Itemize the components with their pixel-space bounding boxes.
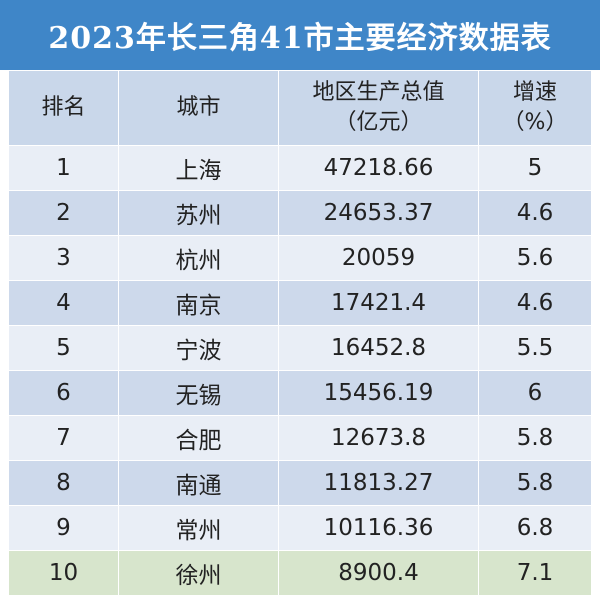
rank-cell: 4 [8,280,119,326]
table-row: 4 南京 17421.4 4.6 [8,280,592,326]
table-title: 2023年长三角41市主要经济数据表 [0,0,600,70]
growth-cell: 5.8 [478,460,592,506]
header-rank: 排名 [8,70,119,146]
growth-cell: 4.6 [478,190,592,236]
table-row: 6 无锡 15456.19 6 [8,370,592,416]
economic-data-table: 排名 城市 地区生产总值 （亿元） 增速 （%） 1 上海 47218.66 5… [8,70,592,596]
rank-cell: 8 [8,460,119,506]
rank-cell: 5 [8,325,119,371]
growth-cell: 6 [478,370,592,416]
header-gdp: 地区生产总值 （亿元） [278,70,479,146]
rank-cell: 10 [8,550,119,596]
growth-cell: 4.6 [478,280,592,326]
header-gdp-label: 地区生产总值 [312,80,445,105]
table-row-highlighted: 10 徐州 8900.4 7.1 [8,550,592,596]
gdp-cell: 11813.27 [278,460,479,506]
table-row: 7 合肥 12673.8 5.8 [8,415,592,461]
city-cell: 上海 [118,145,279,191]
city-cell: 徐州 [118,550,279,596]
gdp-cell: 10116.36 [278,505,479,551]
city-cell: 无锡 [118,370,279,416]
gdp-cell: 16452.8 [278,325,479,371]
rank-cell: 2 [8,190,119,236]
gdp-cell: 12673.8 [278,415,479,461]
city-cell: 宁波 [118,325,279,371]
header-gdp-unit: （亿元） [334,110,423,135]
city-cell: 常州 [118,505,279,551]
table-row: 8 南通 11813.27 5.8 [8,460,592,506]
growth-cell: 7.1 [478,550,592,596]
table-row: 1 上海 47218.66 5 [8,145,592,191]
gdp-cell: 8900.4 [278,550,479,596]
gdp-cell: 24653.37 [278,190,479,236]
city-cell: 南通 [118,460,279,506]
header-growth: 增速 （%） [478,70,592,146]
growth-cell: 5.6 [478,235,592,281]
table-row: 2 苏州 24653.37 4.6 [8,190,592,236]
table-row: 3 杭州 20059 5.6 [8,235,592,281]
table-row: 5 宁波 16452.8 5.5 [8,325,592,371]
rank-cell: 7 [8,415,119,461]
header-row: 排名 城市 地区生产总值 （亿元） 增速 （%） [8,70,592,146]
header-growth-label: 增速 [512,80,557,105]
city-cell: 合肥 [118,415,279,461]
growth-cell: 5.5 [478,325,592,371]
gdp-cell: 17421.4 [278,280,479,326]
growth-cell: 5.8 [478,415,592,461]
city-cell: 苏州 [118,190,279,236]
gdp-cell: 47218.66 [278,145,479,191]
rank-cell: 3 [8,235,119,281]
city-cell: 南京 [118,280,279,326]
rank-cell: 6 [8,370,119,416]
table-row: 9 常州 10116.36 6.8 [8,505,592,551]
growth-cell: 5 [478,145,592,191]
rank-cell: 9 [8,505,119,551]
rank-cell: 1 [8,145,119,191]
gdp-cell: 20059 [278,235,479,281]
header-growth-unit: （%） [502,110,568,135]
gdp-cell: 15456.19 [278,370,479,416]
city-cell: 杭州 [118,235,279,281]
header-city: 城市 [118,70,279,146]
growth-cell: 6.8 [478,505,592,551]
